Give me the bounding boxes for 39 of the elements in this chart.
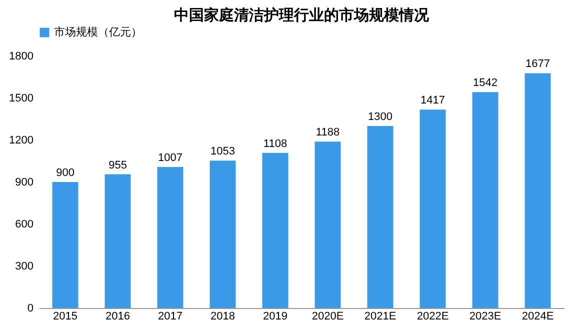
x-tick-label: 2024E <box>522 310 554 322</box>
chart-title: 中国家庭清洁护理行业的市场规模情况 <box>174 6 430 24</box>
bar <box>524 73 551 308</box>
bar <box>157 167 184 308</box>
data-label: 1300 <box>368 111 392 123</box>
bar <box>314 142 341 308</box>
data-label: 1053 <box>210 146 235 158</box>
x-tick-label: 2018 <box>210 310 235 322</box>
data-label: 900 <box>56 167 74 179</box>
x-tick-label: 2023E <box>469 310 502 322</box>
x-tick-label: 2020E <box>312 310 344 322</box>
x-tick-label: 2021E <box>364 310 396 322</box>
bar <box>367 126 394 308</box>
data-label: 1417 <box>420 94 445 107</box>
y-tick-label: 1800 <box>9 50 34 62</box>
x-tick-label: 2016 <box>106 310 130 322</box>
data-label: 1108 <box>263 138 288 150</box>
y-tick-label: 900 <box>15 176 34 188</box>
x-tick-label: 2019 <box>263 310 288 322</box>
data-label: 955 <box>108 159 127 172</box>
data-label: 1188 <box>316 126 340 139</box>
x-tick-label: 2022E <box>416 310 449 322</box>
data-label: 1007 <box>158 152 182 164</box>
legend-label: 市场规模（亿元） <box>54 26 142 38</box>
y-tick-label: 1500 <box>9 92 34 104</box>
x-tick-label: 2015 <box>53 310 78 322</box>
data-label: 1677 <box>526 58 550 70</box>
bar <box>420 110 446 308</box>
y-tick-label: 600 <box>15 218 34 230</box>
bar <box>262 152 288 308</box>
x-tick-label: 2017 <box>158 310 182 322</box>
y-tick-label: 0 <box>27 302 34 314</box>
bar <box>104 174 131 308</box>
y-tick-label: 300 <box>15 260 34 272</box>
y-tick-label: 1200 <box>9 134 34 146</box>
bar <box>472 92 498 308</box>
bar <box>52 182 78 308</box>
bar <box>210 160 236 308</box>
data-label: 1542 <box>473 77 498 90</box>
